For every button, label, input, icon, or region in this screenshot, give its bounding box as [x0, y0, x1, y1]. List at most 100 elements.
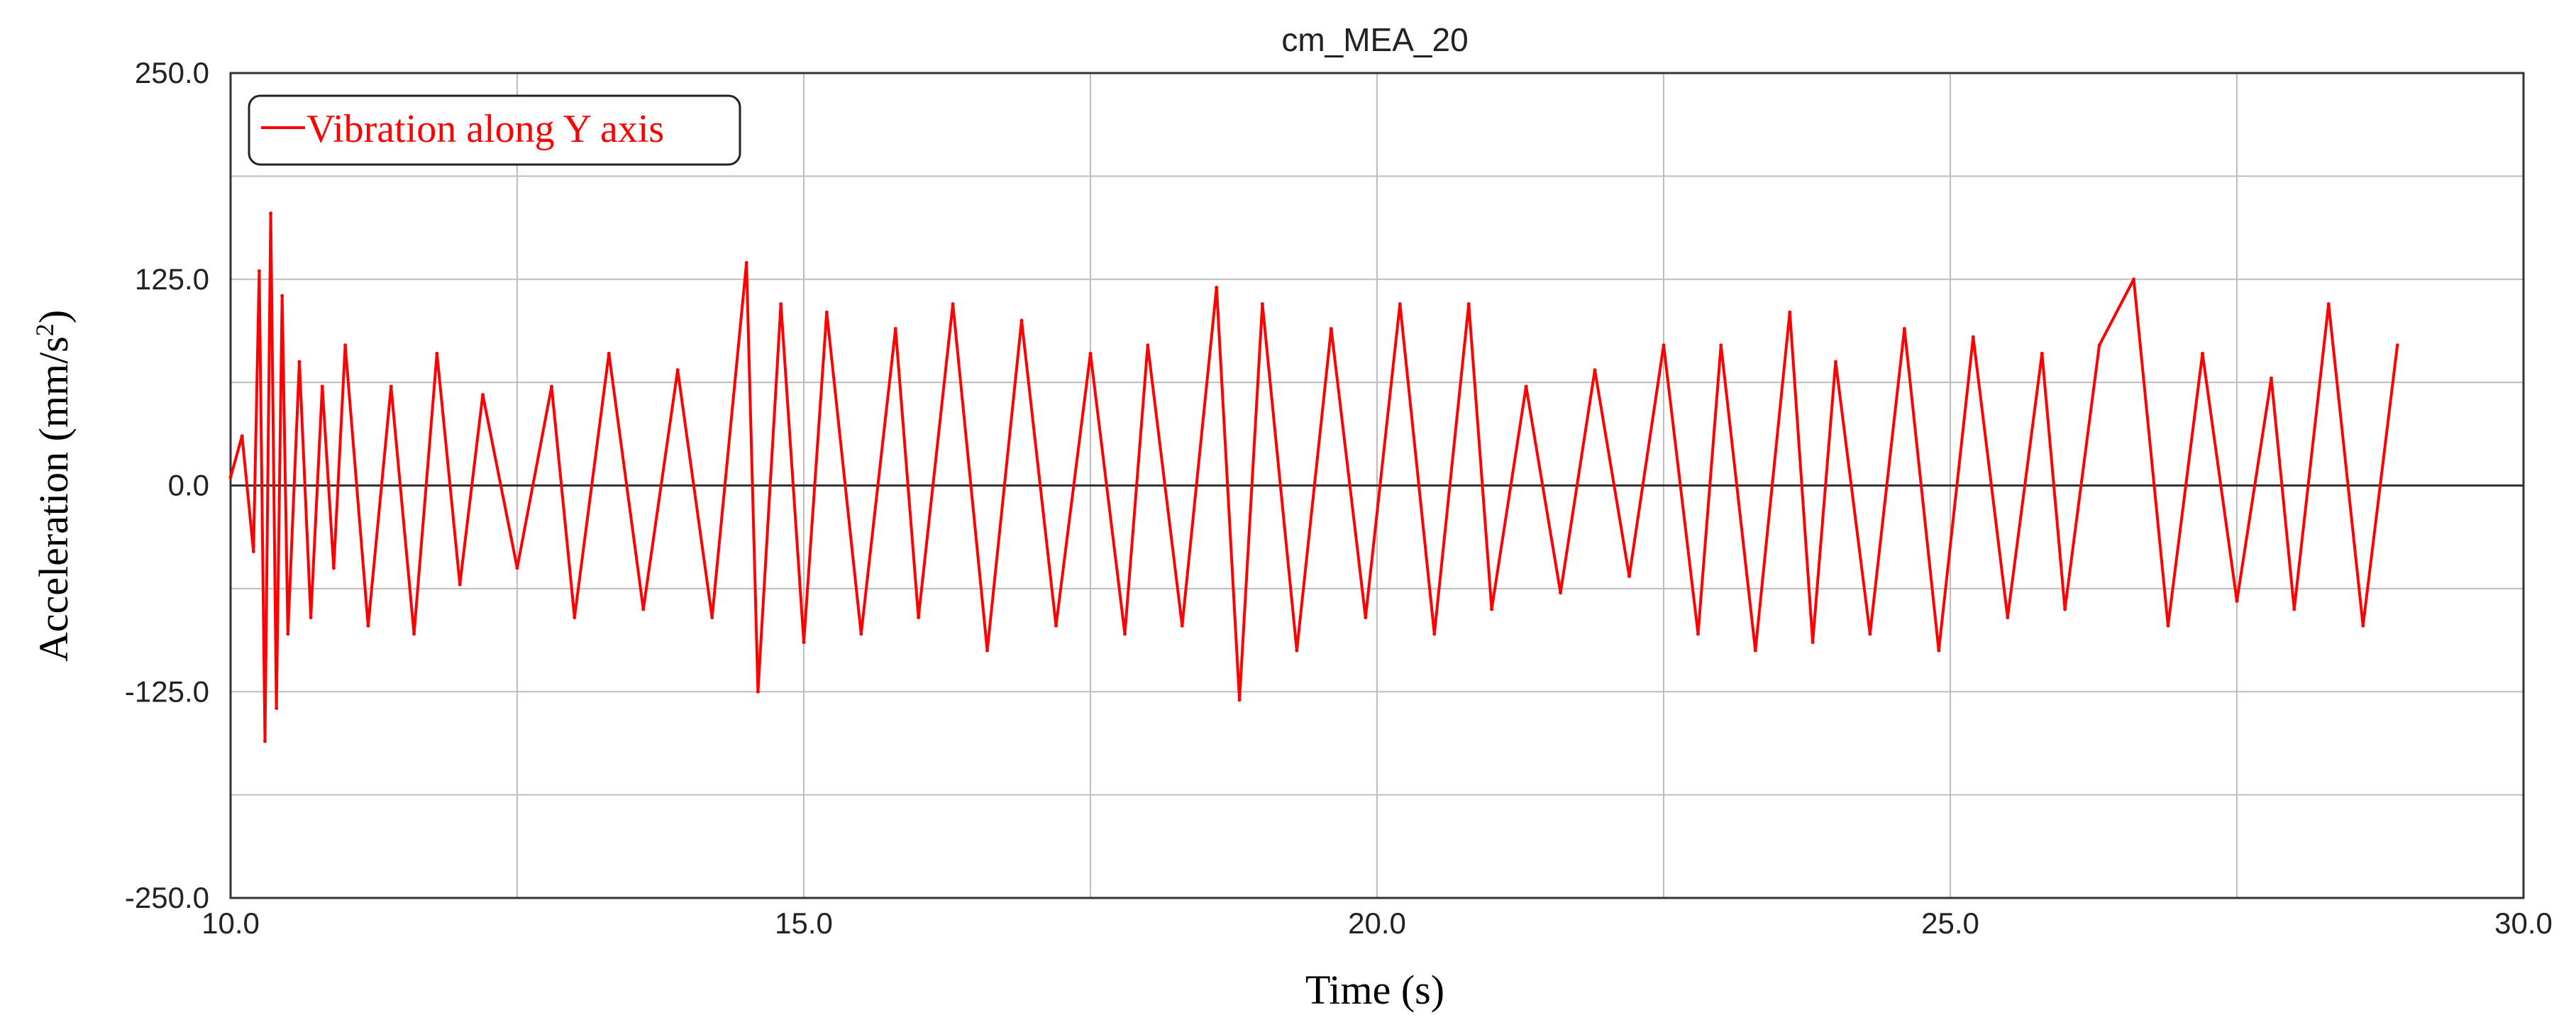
series-point [1237, 698, 1242, 702]
series-point [1788, 310, 1792, 314]
ticks-layer: 10.0 15.0 20.0 25.0 30.0 250.0 125.0 0.0 -125.0 -… [125, 56, 2553, 940]
series-point [917, 616, 921, 620]
series-point [1146, 343, 1150, 348]
x-axis-label: Time (s) [1305, 967, 1444, 1013]
series-point [389, 384, 393, 389]
x-tick-label: 10.0 [201, 906, 260, 940]
series-point [458, 582, 462, 587]
series-point [2166, 623, 2170, 628]
series-point [1490, 607, 1494, 611]
series-point [802, 640, 806, 644]
series-point [1833, 360, 1837, 364]
legend: Vibration along Y axis [248, 94, 741, 166]
series-point [1329, 327, 1333, 331]
y-axis-label-main: Acceleration (mm/s [31, 336, 77, 662]
y-tick-label: 0.0 [168, 469, 209, 502]
series-point [2269, 376, 2273, 380]
series-point [951, 302, 955, 306]
series-point [2201, 351, 2205, 355]
series-point [1260, 302, 1264, 306]
series-point [1122, 632, 1127, 636]
series-point [280, 294, 284, 298]
x-tick-label: 15.0 [775, 906, 833, 940]
series-point [269, 211, 273, 216]
series-point [607, 351, 611, 355]
series-point [779, 302, 783, 306]
series-point [286, 632, 290, 636]
series-point [2006, 616, 2010, 620]
plot-frame [229, 72, 2525, 899]
series-point [1902, 327, 1906, 331]
x-tick-label: 25.0 [1921, 906, 1979, 940]
y-tick-label: 125.0 [135, 262, 209, 296]
legend-label: Vibration along Y axis [306, 107, 664, 151]
series-point [1295, 648, 1299, 653]
series-point [1719, 343, 1723, 348]
series-point [710, 616, 714, 620]
series-line [229, 211, 2399, 743]
x-tick-label: 20.0 [1348, 906, 1406, 940]
y-tick-label: -125.0 [125, 675, 209, 708]
series-point [2292, 607, 2296, 611]
series-point [331, 566, 336, 570]
series-point [641, 607, 646, 611]
series-point [756, 689, 760, 694]
series-point [744, 260, 748, 265]
y-tick-label: -250.0 [125, 881, 209, 914]
series-point [2063, 607, 2067, 611]
series-point [573, 616, 577, 620]
y-axis-label-superscript: 2 [31, 323, 59, 336]
series-point [297, 360, 302, 364]
series-point [824, 310, 829, 314]
series-point [1937, 648, 1941, 653]
series-point [366, 623, 370, 628]
series-point [257, 269, 261, 273]
series-point [893, 327, 897, 331]
series-point [412, 632, 416, 636]
x-tick-label: 30.0 [2494, 906, 2553, 940]
series-layer [228, 211, 2399, 743]
series-point [2097, 343, 2101, 348]
series-point [251, 550, 255, 554]
series-point [1432, 632, 1437, 636]
series-point [343, 343, 348, 348]
series-point [2361, 623, 2365, 628]
series-point [549, 384, 553, 389]
series-point [1593, 368, 1597, 372]
series-point [435, 351, 439, 355]
series-point [2235, 599, 2239, 603]
series-point [320, 384, 324, 389]
y-tick-label: 250.0 [135, 56, 209, 89]
series-point [1466, 302, 1471, 306]
series-point [228, 475, 233, 479]
series-point [1811, 640, 1815, 644]
series-point [2040, 351, 2044, 355]
legend-box [248, 94, 741, 166]
series-point [1398, 302, 1402, 306]
series-point [1054, 623, 1058, 628]
series-point [2326, 302, 2331, 306]
series-point [1868, 632, 1872, 636]
series-point [240, 434, 244, 438]
series-point [1662, 343, 1666, 348]
series-point [1696, 632, 1700, 636]
y-axis-label-close: ) [31, 310, 77, 323]
series-point [2132, 277, 2136, 282]
series-point [1364, 616, 1368, 620]
series-point [985, 648, 990, 653]
chart-title: cm_MEA_20 [1281, 21, 1468, 58]
series-point [1215, 285, 1219, 289]
grid-layer [230, 72, 2524, 899]
series-point [275, 706, 279, 711]
series-point [262, 739, 267, 743]
series-point [859, 632, 863, 636]
series-point [2395, 343, 2399, 348]
series-point [515, 566, 519, 570]
series-point [1971, 335, 1975, 339]
series-point [1019, 318, 1024, 323]
series-point [1524, 384, 1528, 389]
series-point [1753, 648, 1757, 653]
series-point [1088, 351, 1093, 355]
